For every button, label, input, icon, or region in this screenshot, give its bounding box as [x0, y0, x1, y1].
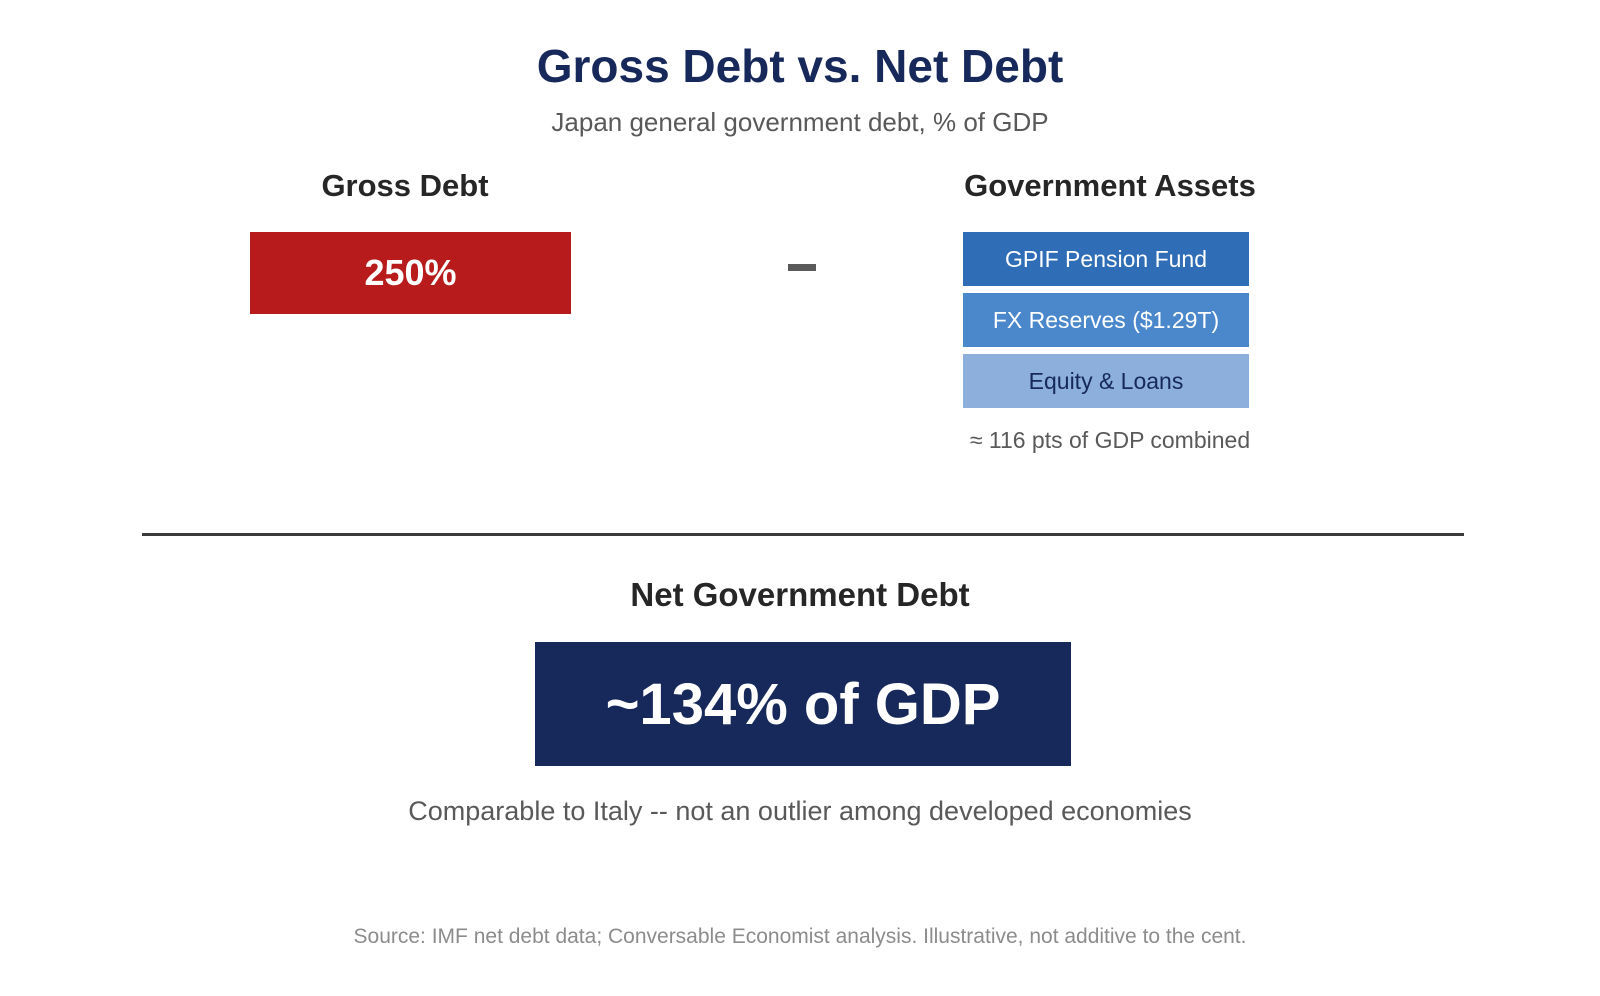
asset-label: GPIF Pension Fund: [1005, 245, 1207, 272]
gross-debt-value: 250%: [364, 252, 457, 293]
gross-debt-box: 250%: [250, 232, 571, 314]
asset-box-equity-loans: Equity & Loans: [963, 354, 1249, 408]
minus-sign-icon: [788, 264, 816, 271]
asset-label: FX Reserves ($1.29T): [992, 306, 1220, 333]
section-divider: [142, 533, 1464, 536]
government-assets-heading: Government Assets: [964, 168, 1256, 203]
net-debt-heading: Net Government Debt: [630, 576, 970, 613]
asset-box-fx-reserves: FX Reserves ($1.29T): [963, 293, 1249, 347]
net-debt-value: ~134% of GDP: [605, 671, 1001, 737]
page-title: Gross Debt vs. Net Debt: [536, 40, 1064, 92]
asset-box-gpif: GPIF Pension Fund: [963, 232, 1249, 286]
net-debt-box: ~134% of GDP: [535, 642, 1071, 766]
source-note: Source: IMF net debt data; Conversable E…: [353, 925, 1247, 948]
assets-combined-note: ≈ 116 pts of GDP combined: [969, 427, 1251, 453]
net-debt-note: Comparable to Italy -- not an outlier am…: [408, 796, 1192, 826]
page-subtitle: Japan general government debt, % of GDP: [551, 107, 1049, 137]
gross-debt-heading: Gross Debt: [321, 168, 489, 203]
asset-label: Equity & Loans: [1028, 367, 1184, 394]
